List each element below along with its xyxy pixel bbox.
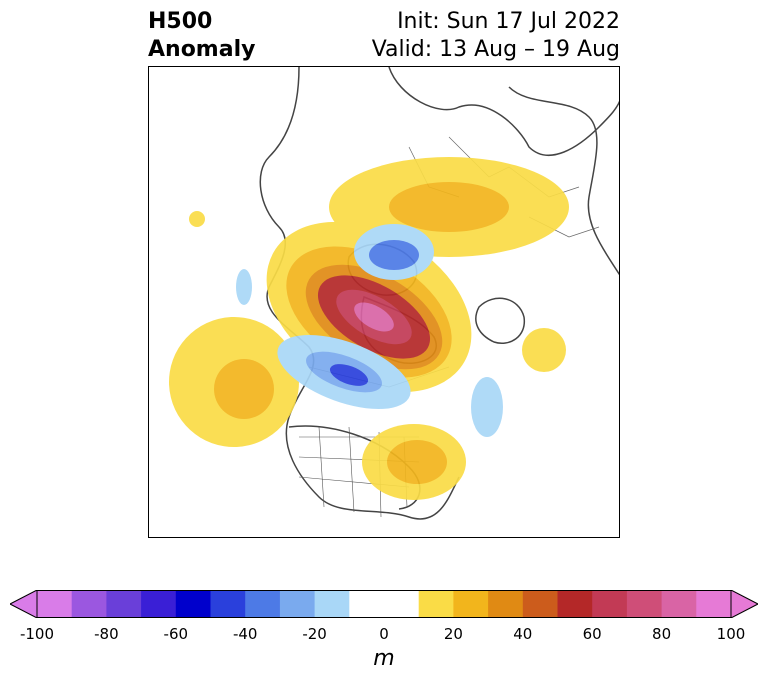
colorbar-cell bbox=[488, 590, 524, 618]
colorbar-tick-label: 40 bbox=[513, 625, 533, 643]
colorbar-unit: m bbox=[373, 646, 395, 671]
colorbar-cell bbox=[141, 590, 177, 618]
colorbar-cell bbox=[71, 590, 107, 618]
us-state-borders bbox=[298, 426, 420, 518]
colorbar-cell bbox=[522, 590, 558, 618]
colorbar-cell bbox=[245, 590, 281, 618]
colorbar-cell bbox=[279, 590, 316, 618]
colorbar-tick-label: -40 bbox=[232, 625, 258, 643]
map-title: H500 Anomaly bbox=[148, 8, 255, 64]
colorbar-cell bbox=[175, 590, 211, 618]
colorbar-cell bbox=[349, 590, 385, 618]
init-date: Init: Sun 17 Jul 2022 bbox=[397, 9, 620, 34]
anomaly-shading bbox=[169, 157, 569, 500]
colorbar-extend-max bbox=[730, 590, 758, 618]
colorbar-tick-label: -80 bbox=[94, 625, 119, 643]
colorbar-cell bbox=[696, 590, 732, 618]
colorbar-cell bbox=[314, 590, 350, 618]
forecast-dates: Init: Sun 17 Jul 2022 Valid: 13 Aug – 19… bbox=[372, 8, 620, 64]
colorbar-tick-label: -60 bbox=[163, 625, 189, 643]
colorbar-cell bbox=[37, 590, 73, 618]
colorbar-cells bbox=[10, 590, 758, 618]
valid-range: Valid: 13 Aug – 19 Aug bbox=[371, 37, 620, 62]
colorbar-tick-label: 100 bbox=[716, 625, 746, 643]
colorbar-tick-label: 80 bbox=[652, 625, 672, 643]
colorbar-cell bbox=[384, 590, 420, 618]
colorbar-tick-label: 0 bbox=[379, 625, 389, 643]
colorbar bbox=[10, 590, 758, 618]
colorbar-tick-label: -20 bbox=[302, 625, 327, 643]
colorbar-cell bbox=[106, 590, 142, 618]
colorbar-tick-label: 60 bbox=[582, 625, 602, 643]
colorbar-cell bbox=[626, 590, 663, 618]
title-type: Anomaly bbox=[148, 37, 256, 62]
colorbar-tick-label: 20 bbox=[443, 625, 463, 643]
colorbar-cell bbox=[210, 590, 246, 618]
colorbar-cell bbox=[418, 590, 454, 618]
map-panel bbox=[148, 66, 620, 538]
colorbar-outline bbox=[36, 590, 732, 618]
colorbar-cell bbox=[557, 590, 593, 618]
colorbar-cell bbox=[661, 590, 697, 618]
colorbar-cell bbox=[453, 590, 489, 618]
colorbar-tick-label: -100 bbox=[19, 625, 55, 643]
colorbar-extend-min bbox=[10, 590, 38, 618]
colorbar-cell bbox=[592, 590, 628, 618]
title-variable: H500 bbox=[148, 9, 213, 34]
edge-mask bbox=[149, 285, 153, 321]
anomaly-map bbox=[149, 67, 619, 520]
